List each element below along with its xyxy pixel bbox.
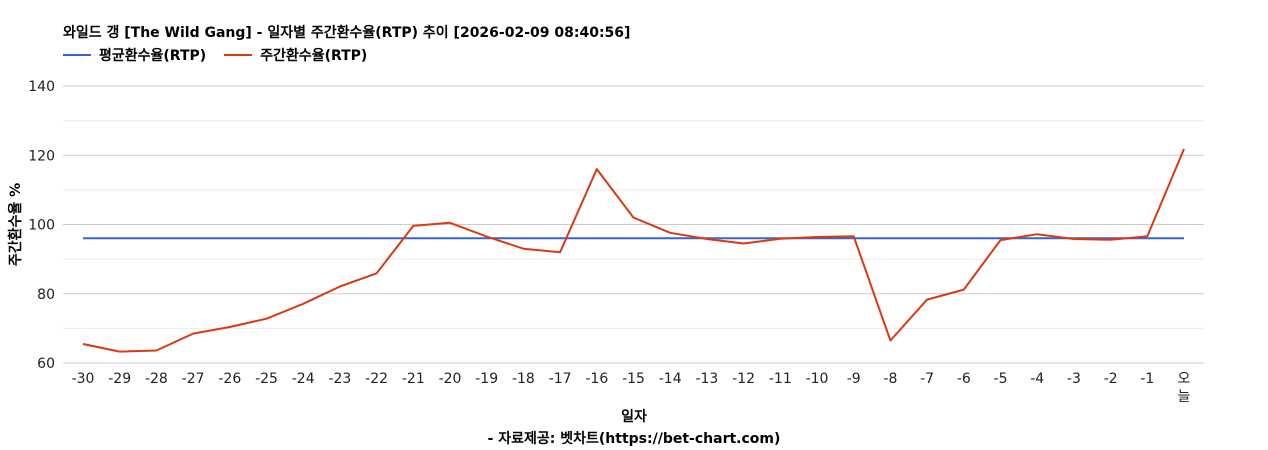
legend-swatch-weekly	[224, 54, 253, 56]
legend-item-weekly[interactable]: 주간환수율(RTP)	[224, 45, 367, 65]
x-tick-label: -2	[1104, 371, 1118, 387]
legend: 평균환수율(RTP) 주간환수율(RTP)	[63, 46, 385, 64]
x-tick-label: -5	[994, 371, 1008, 387]
x-tick-label: -7	[920, 371, 934, 387]
source-credit: - 자료제공: 벳차트(https://bet-chart.com)	[487, 431, 781, 447]
x-tick-label: -17	[549, 371, 572, 387]
x-tick-label: -8	[883, 371, 897, 387]
x-tick-label: -15	[622, 371, 645, 387]
x-tick-label: -27	[182, 371, 205, 387]
x-tick-label: -9	[847, 371, 861, 387]
x-tick-label: -10	[806, 371, 829, 387]
x-tick-label: -16	[585, 371, 608, 387]
x-tick-label: -20	[439, 371, 462, 387]
x-tick-label: 오	[1178, 371, 1191, 387]
x-tick-label: -23	[328, 371, 351, 387]
y-tick-label: 60	[37, 356, 55, 372]
x-tick-label: -25	[255, 371, 278, 387]
series-line-weekly	[82, 148, 1185, 353]
x-tick-label: -4	[1030, 371, 1044, 387]
x-tick-label: -6	[957, 371, 971, 387]
x-tick-label: -14	[659, 371, 682, 387]
x-tick-label: -18	[512, 371, 535, 387]
chart-title: 와일드 갱 [The Wild Gang] - 일자별 주간환수율(RTP) 추…	[63, 25, 631, 41]
x-tick-label: -29	[108, 371, 131, 387]
x-tick-label: 늘	[1178, 389, 1191, 405]
line-chart: 60 80 100 120 140 주간환수율 % -30 -29 -28 -27 -26 -25 -2…	[7, 79, 1204, 405]
x-axis-title: 일자	[621, 409, 647, 425]
x-tick-label: -21	[402, 371, 425, 387]
y-tick-label: 140	[28, 79, 55, 95]
x-tick-label: -13	[695, 371, 718, 387]
y-tick-label: 120	[28, 148, 55, 164]
legend-item-average[interactable]: 평균환수율(RTP)	[63, 45, 206, 65]
x-tick-label: -12	[732, 371, 755, 387]
x-tick-label: -1	[1140, 371, 1154, 387]
x-tick-label: -28	[145, 371, 168, 387]
x-tick-label: -19	[475, 371, 498, 387]
legend-swatch-average	[63, 54, 91, 56]
x-tick-label: -11	[769, 371, 792, 387]
legend-label-weekly: 주간환수율(RTP)	[260, 48, 368, 64]
x-tick-label: -22	[365, 371, 388, 387]
x-tick-label: -3	[1067, 371, 1081, 387]
y-axis-title: 주간환수율 %	[7, 183, 24, 266]
x-tick-label: -24	[292, 371, 315, 387]
legend-label-average: 평균환수율(RTP)	[99, 48, 207, 64]
x-tick-label: -26	[218, 371, 241, 387]
y-tick-label: 80	[37, 287, 55, 303]
x-tick-label: -30	[72, 371, 95, 387]
y-tick-label: 100	[28, 218, 55, 234]
